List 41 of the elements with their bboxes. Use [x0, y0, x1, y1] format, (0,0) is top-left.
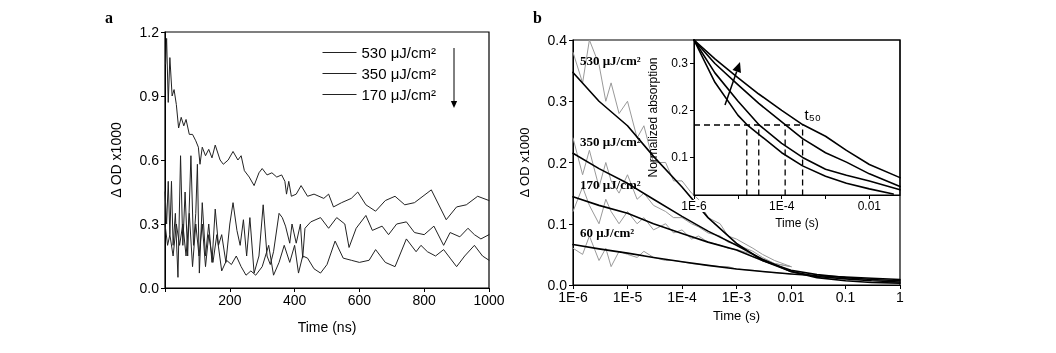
- x-tick-label: 0.01: [857, 199, 882, 213]
- legend-label: 170 μJ/cm²: [361, 86, 437, 103]
- x-tick-label: 400: [282, 292, 307, 308]
- x-tick-label: 1E-4: [769, 199, 795, 213]
- y-tick-label: 0.0: [139, 280, 160, 296]
- y-tick-label: 1.2: [139, 24, 160, 40]
- x-axis-title: Time (s): [712, 308, 761, 323]
- y-tick-label: 0.1: [671, 150, 689, 165]
- y-tick-label: 0.3: [547, 93, 568, 110]
- x-axis-title: Time (s): [775, 215, 819, 230]
- x-tick-label: 1E-5: [612, 289, 643, 305]
- series-label: 530 μJ/cm²: [580, 52, 641, 68]
- y-axis-title: Normalized absorption: [646, 57, 661, 178]
- legend-label: 530 μJ/cm²: [361, 44, 437, 61]
- y-tick-label: 0.9: [139, 88, 160, 104]
- x-tick-label: 0.01: [777, 289, 805, 305]
- y-axis-title: Δ OD x1000: [517, 127, 532, 198]
- x-tick-label: 1E-3: [721, 289, 752, 305]
- y-tick-label: 0.1: [547, 215, 568, 232]
- x-tick-label: 1E-4: [667, 289, 697, 305]
- x-tick-label: 200: [218, 292, 242, 308]
- y-tick-label: 0.6: [139, 152, 160, 168]
- y-tick-label: 0.3: [139, 216, 160, 232]
- x-tick-label: 800: [412, 292, 437, 308]
- y-tick-label: 0.3: [671, 56, 689, 71]
- x-tick-label: 600: [347, 292, 372, 308]
- x-tick-label: 1E-6: [681, 199, 707, 213]
- series-label: 350 μJ/cm²: [580, 133, 641, 149]
- x-axis-title: Time (ns): [297, 319, 357, 335]
- x-tick-label: 0.1: [835, 289, 856, 305]
- legend-label: 350 μJ/cm²: [361, 65, 437, 82]
- series-label: 60 μJ/cm²: [580, 225, 635, 241]
- chart-title: b: [533, 8, 542, 26]
- annotation: t₅₀: [804, 105, 822, 123]
- y-tick-label: 0.4: [547, 32, 568, 48]
- y-tick-label: 0.2: [671, 103, 689, 118]
- x-tick-label: 1000: [473, 292, 505, 308]
- y-tick-label: 0.2: [547, 154, 568, 171]
- chart-title: a: [105, 8, 113, 26]
- y-axis-title: Δ OD x1000: [108, 122, 124, 198]
- x-tick-label: 1: [896, 289, 905, 305]
